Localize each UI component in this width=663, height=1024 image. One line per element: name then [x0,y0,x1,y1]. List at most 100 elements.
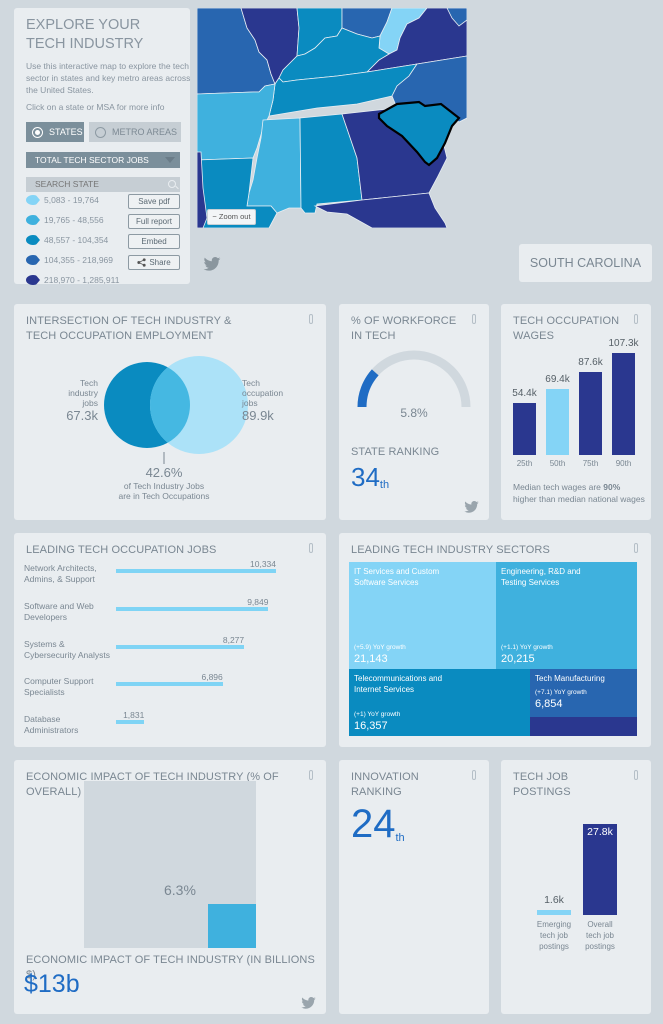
venn-left-value: 67.3k [66,408,98,423]
info-icon[interactable] [309,314,313,324]
info-icon[interactable] [634,543,638,553]
venn-left-label-line: jobs [82,398,98,408]
legend-item: 5,083 - 19,764 [26,195,99,205]
job-label: Computer Support Specialists [24,676,94,697]
treemap-cell-other[interactable] [530,717,637,736]
toggle-states[interactable]: STATES [26,122,84,142]
venn-right-value: 89.9k [242,408,274,423]
innovation-title-line2: RANKING [351,786,402,798]
state-maryland[interactable] [446,8,467,27]
twitter-icon[interactable] [203,257,221,271]
venn-right-label-line: Tech [242,378,260,388]
treemap-cell-growth: (+1.1) YoY growth [501,644,553,651]
workforce-card: % OF WORKFORCE IN TECH 5.8% STATE RANKIN… [339,304,489,520]
treemap-cell[interactable]: Tech Manufacturing (+7.1) YoY growth 6,8… [530,669,637,717]
toggle-metro-areas[interactable]: METRO AREAS [89,122,181,142]
info-icon[interactable] [634,770,638,780]
legend-swatch-icon [26,195,40,205]
workforce-title: % OF WORKFORCE IN TECH [351,314,456,344]
econ-impact-card: ECONOMIC IMPACT OF TECH INDUSTRY (% of o… [14,760,326,1014]
venn-title: INTERSECTION OF TECH INDUSTRY & TECH OCC… [26,314,231,344]
share-button[interactable]: Share [128,255,180,270]
posting-bar[interactable] [537,909,571,915]
job-value: 9,849 [247,597,269,607]
treemap-cell[interactable]: Engineering, R&D and Testing Services (+… [496,562,637,669]
posting-bar[interactable] [583,824,617,915]
jobs-title: LEADING TECH OCCUPATION JOBS [26,544,217,556]
state-florida[interactable] [313,192,448,228]
metric-select[interactable]: TOTAL TECH SECTOR JOBS [26,152,180,168]
twitter-icon[interactable] [301,997,316,1009]
us-map[interactable] [197,8,467,228]
treemap-cell-name: Engineering, R&D and Testing Services [501,567,581,587]
explore-hint: Click on a state or MSA for more info [26,102,165,112]
legend-item: 48,557 - 104,354 [26,235,108,245]
twitter-icon[interactable] [464,501,479,513]
info-icon[interactable] [634,314,638,324]
econ-share-fill [208,903,256,948]
posting-bar-label: Emerging tech job postings [529,919,579,952]
venn-right-label-line: jobs [242,398,258,408]
job-bar [116,569,276,573]
wages-title: TECH OCCUPATION WAGES [513,314,619,344]
treemap-cell-growth: (+7.1) YoY growth [535,689,587,696]
sectors-title: LEADING TECH INDUSTRY SECTORS [351,544,550,556]
gauge-track [357,350,471,408]
job-label: Network Architects, Admins, & Support [24,563,97,584]
wage-bar-value: 87.6k [578,356,603,368]
info-icon[interactable] [309,543,313,553]
venn-left-label: Tech industry jobs 67.3k [54,378,98,424]
venn-overlap [150,362,190,448]
wage-bar-label: 75th [582,459,599,468]
econ-title: ECONOMIC IMPACT OF TECH INDUSTRY (% of o… [26,771,279,798]
econ-share-square: 6.3% [84,781,256,948]
treemap-cell-value: 16,357 [354,720,388,732]
venn-left-label-line: industry [68,388,98,398]
explore-description: Use this interactive map to explore the … [26,61,191,95]
job-bar [116,645,245,649]
treemap-cell-growth: (+1) YoY growth [354,711,401,718]
wage-bar[interactable] [513,403,536,455]
job-value: 8,277 [222,635,245,645]
wage-bar-label: 25th [516,459,533,468]
legend-label: 19,765 - 48,556 [44,215,104,225]
posting-bar-label-line: tech job [585,931,615,940]
venn-overlap-text: are in Tech Occupations [118,491,210,501]
workforce-title-line2: IN TECH [351,330,396,342]
embed-button[interactable]: Embed [128,234,180,249]
info-icon[interactable] [472,314,476,324]
gauge-value: 5.8% [400,406,428,420]
job-bar [116,720,145,724]
posting-bar-label-line: postings [585,942,615,951]
wage-bar-value: 54.4k [512,388,537,400]
treemap-cell[interactable]: IT Services and Custom Software Services… [349,562,496,669]
legend-swatch-icon [26,235,40,245]
job-bar [116,607,269,611]
innovation-card: INNOVATION RANKING 24th [339,760,489,1014]
legend-label: 48,557 - 104,354 [44,235,109,245]
full-report-button[interactable]: Full report [128,214,180,229]
postings-title-line1: TECH JOB [513,771,569,783]
wage-bar[interactable] [579,371,602,455]
state-south-carolina[interactable] [377,100,461,167]
explore-title: EXPLORE YOUR TECH INDUSTRY [26,16,143,54]
posting-bar-value: 1.6k [544,893,564,906]
treemap-cell[interactable]: Telecommunications and Internet Services… [349,669,530,736]
search-state-input[interactable] [26,177,180,192]
treemap-cell-name: Telecommunications and Internet Services [354,674,443,694]
legend-item: 104,355 - 218,969 [26,255,113,265]
posting-bar-value: 27.8k [587,826,613,838]
wage-bar[interactable] [612,353,635,455]
info-icon[interactable] [309,770,313,780]
zoom-out-button[interactable]: − Zoom out [207,209,256,225]
treemap-cell-value: 6,854 [535,698,563,710]
treemap-cell-name: IT Services and Custom Software Services [354,567,440,587]
save-pdf-button[interactable]: Save pdf [128,194,180,209]
explore-panel: EXPLORE YOUR TECH INDUSTRY Use this inte… [14,8,191,285]
wage-bar[interactable] [546,389,569,455]
venn-right-label-line: occupation [242,388,284,398]
job-label: Software and Web Developers [24,601,94,622]
search-icon[interactable] [168,180,176,188]
info-icon[interactable] [472,770,476,780]
wage-bar-value: 69.4k [545,374,570,386]
